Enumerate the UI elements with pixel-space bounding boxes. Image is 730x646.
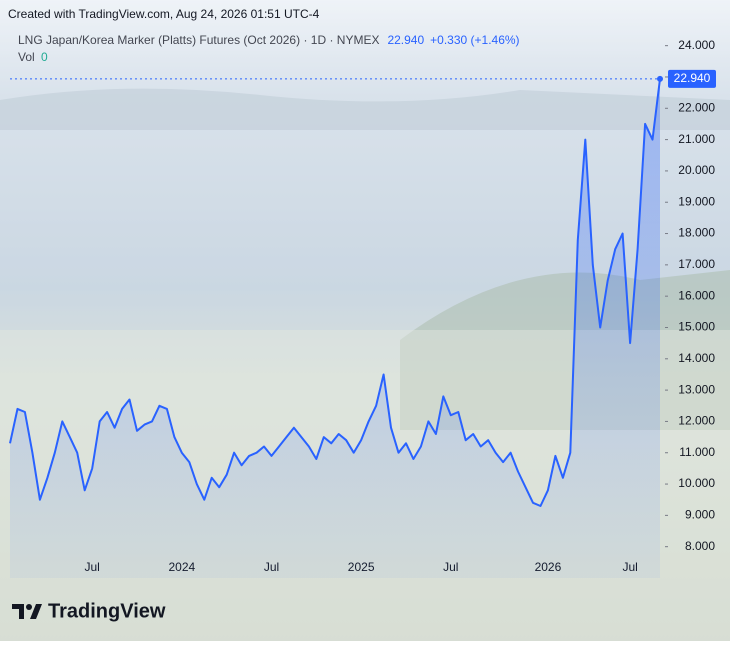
y-tick-label: 8.000 [685,539,715,553]
y-tick-label: 24.000 [678,38,715,52]
y-tick-label: 21.000 [678,132,715,146]
logo: TradingView [12,600,166,622]
y-tick-label: 18.000 [678,226,715,240]
legend-title: LNG Japan/Korea Marker (Platts) Futures … [18,33,379,47]
last-point [657,75,663,82]
y-tick-label: 9.000 [685,508,715,522]
y-tick-label: 11.000 [679,445,715,459]
logo-text: TradingView [48,600,166,622]
y-tick-label: 17.000 [678,257,715,271]
y-tick-label: 16.000 [678,288,715,302]
last-price-label: 22.940 [674,71,711,85]
legend-change: +0.330 (+1.46%) [430,33,519,47]
y-tick-label: 10.000 [678,476,715,490]
volume-value: 0 [41,50,48,64]
area-fill [10,78,660,579]
y-tick-label: 19.000 [678,194,715,208]
volume-label: Vol [18,50,35,64]
y-tick-label: 20.000 [678,163,715,177]
logo-dot [26,604,32,610]
y-tick-label: 12.000 [678,414,715,428]
price-line [9,78,661,507]
last-price-tag [668,69,716,88]
y-tick-label: 13.000 [678,382,715,396]
background-hills [0,88,730,130]
legend-price: 22.940 [387,33,424,47]
logo-mark [12,604,42,619]
legend: LNG Japan/Korea Marker (Platts) Futures … [18,33,520,64]
y-tick-label: 22.000 [678,100,715,114]
credit: Created with TradingView.com, Aug 24, 20… [8,7,320,21]
y-tick-label: 14.000 [678,351,715,365]
y-tick-label: 15.000 [678,320,715,334]
